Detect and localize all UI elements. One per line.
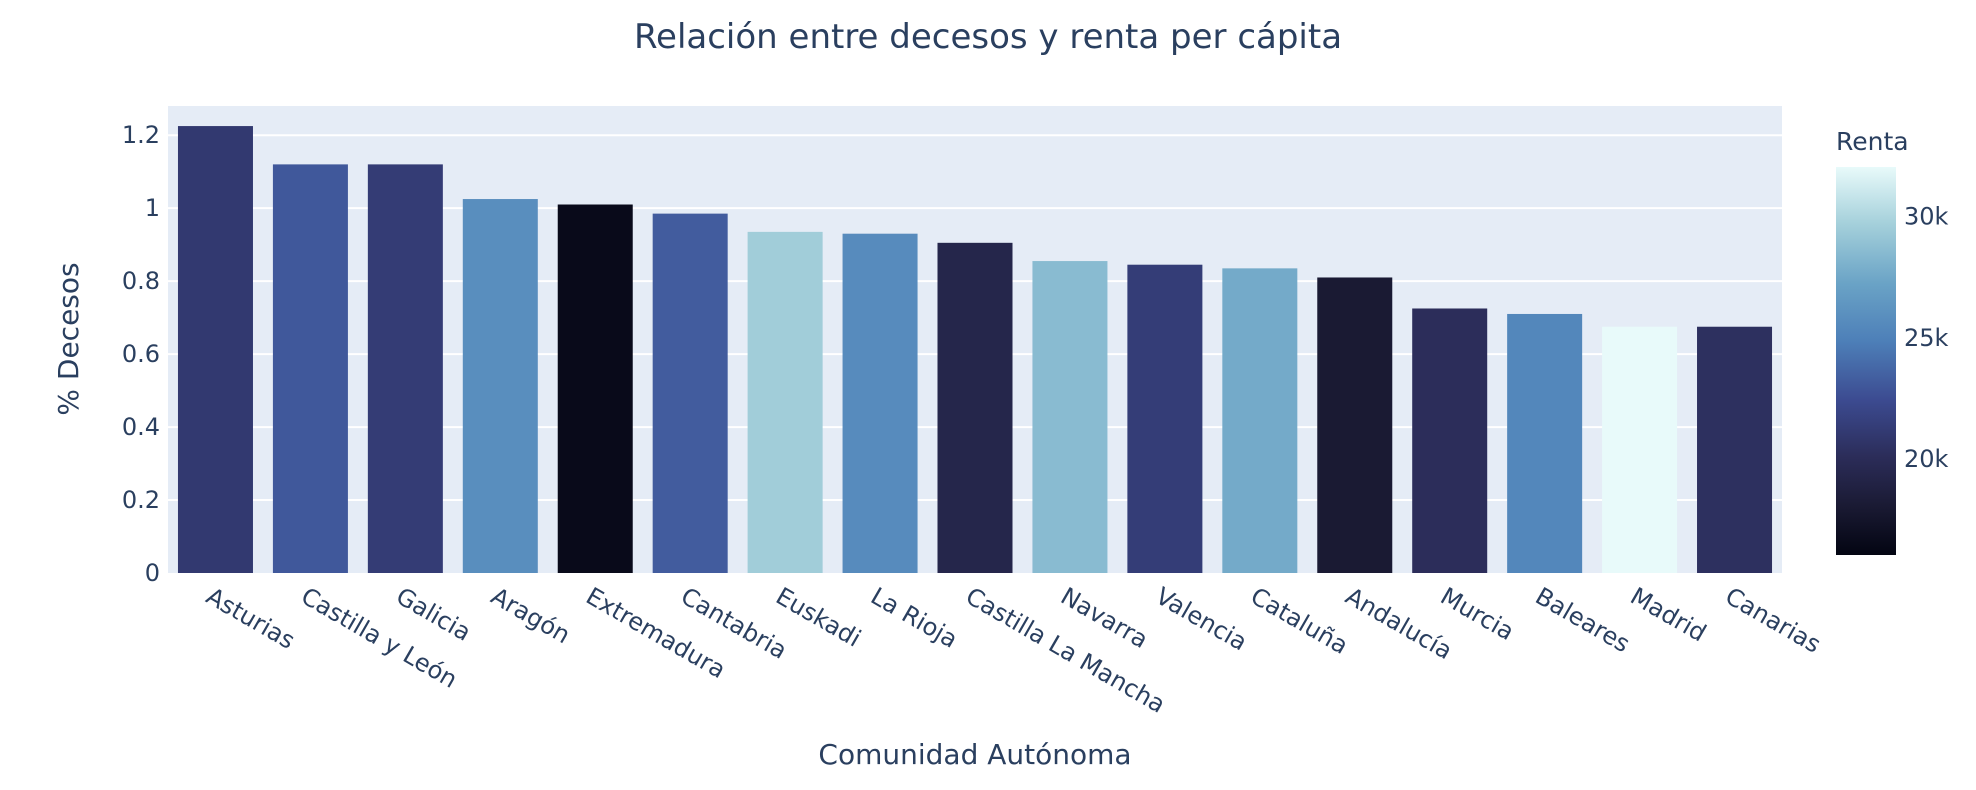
bar [1602, 326, 1678, 573]
y-tick-label: 0.2 [122, 486, 160, 514]
bar [1032, 261, 1108, 573]
colorbar [1836, 167, 1896, 555]
colorbar-ticks: 20k 25k 30k [1904, 203, 1949, 474]
x-tick-label: Baleares [1531, 582, 1635, 658]
x-tick-label: Asturias [201, 582, 299, 655]
x-tick-label: Canarias [1721, 582, 1826, 659]
bar [177, 126, 253, 573]
colorbar-tick-label: 20k [1904, 445, 1949, 473]
bar [272, 164, 348, 573]
x-tick-label: Valencia [1151, 582, 1252, 656]
bar [1127, 264, 1203, 573]
bar [1697, 326, 1773, 573]
bar [747, 231, 823, 573]
bar [842, 233, 918, 573]
bars [177, 126, 1773, 573]
colorbar-tick-label: 30k [1904, 203, 1949, 231]
x-tick-label: Cataluña [1246, 582, 1353, 660]
chart-title: Relación entre decesos y renta per cápit… [634, 17, 1342, 57]
colorbar-tick-label: 25k [1904, 324, 1949, 352]
y-tick-label: 1 [145, 194, 160, 222]
x-tick-label: Madrid [1626, 582, 1711, 647]
bar [462, 199, 538, 573]
x-tick-label: Castilla y León [296, 582, 462, 694]
bar [367, 164, 443, 573]
colorbar-title: Renta [1836, 127, 1909, 156]
x-tick-label: Andalucía [1341, 582, 1457, 665]
bar [937, 242, 1013, 573]
bar [1317, 277, 1393, 573]
bar [1412, 308, 1488, 573]
y-tick-label: 1.2 [122, 121, 160, 149]
y-axis-label: % Decesos [52, 262, 85, 415]
y-tick-label: 0.8 [122, 267, 160, 295]
x-axis-label: Comunidad Autónoma [818, 738, 1131, 771]
bar [652, 213, 728, 573]
y-tick-label: 0.6 [122, 340, 160, 368]
y-tick-label: 0.4 [122, 413, 160, 441]
bar [1507, 313, 1583, 573]
x-tick-label: Aragón [486, 582, 575, 649]
bar [557, 204, 633, 573]
y-tick-label: 0 [145, 559, 160, 587]
x-tick-label: La Rioja [866, 582, 962, 654]
bar [1222, 268, 1298, 573]
y-axis-ticks: 0 0.2 0.4 0.6 0.8 1 1.2 [122, 121, 160, 587]
